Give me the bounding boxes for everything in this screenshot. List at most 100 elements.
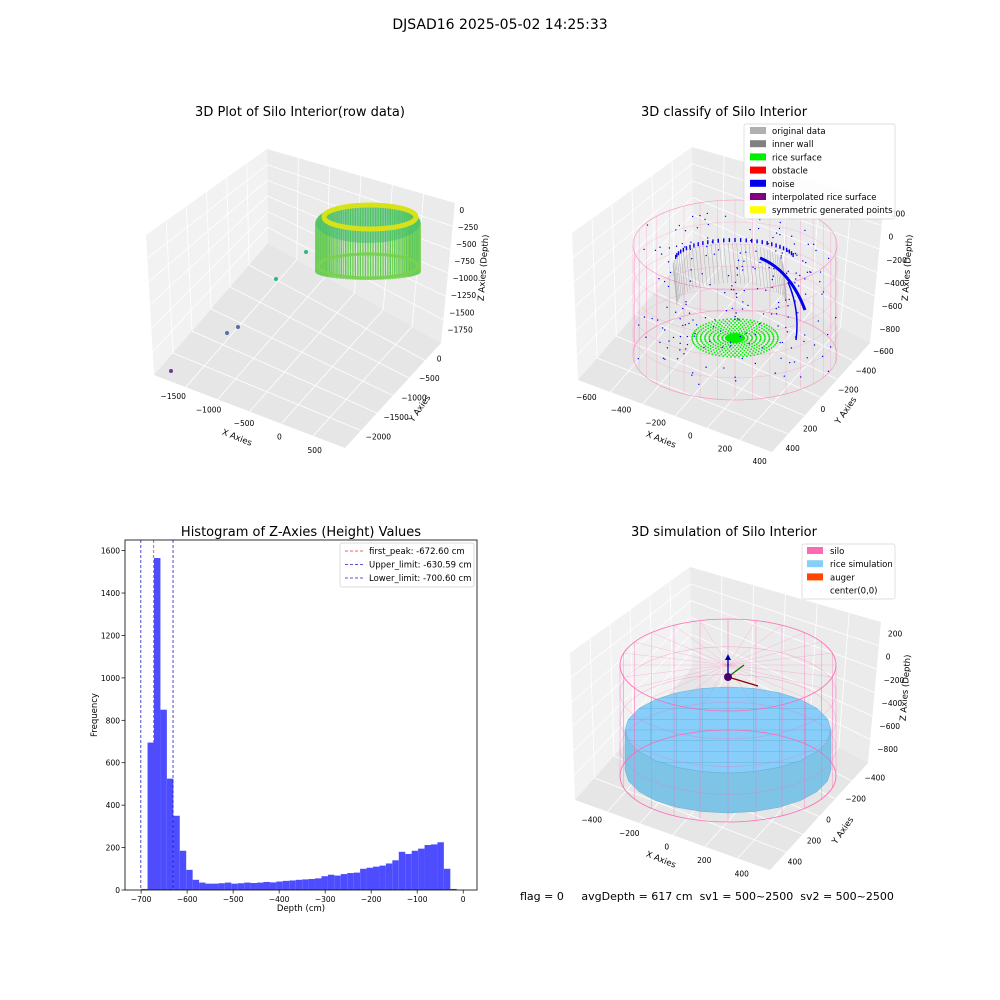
histogram-bar — [418, 848, 425, 890]
raw-outlier-point — [274, 277, 278, 281]
raw-z-tick-label: −1250 — [451, 291, 477, 300]
classify-rice-point — [719, 323, 721, 326]
classify-noise-point — [787, 270, 790, 273]
classify-wall-line — [760, 247, 765, 288]
simulation-legend-label: silo — [830, 547, 844, 557]
classify-rice-point — [745, 355, 748, 358]
classify-rice-point — [722, 318, 725, 321]
raw-y-tick-label: 0 — [437, 355, 442, 364]
classify-rice-point — [704, 333, 707, 336]
classify-noise-point — [793, 243, 796, 245]
classify-rice-point — [741, 348, 744, 350]
classify-rice-point — [713, 351, 716, 354]
classify-noise-point — [775, 307, 777, 310]
classify-noise-point — [682, 307, 684, 310]
classify-noise-point — [706, 237, 709, 239]
histogram-x-tick-label: −500 — [223, 895, 244, 904]
classify-rice-point — [751, 321, 753, 324]
classify-rice-point — [707, 324, 710, 327]
classify-wall-line — [782, 263, 788, 304]
simulation-silo-roof — [651, 632, 729, 666]
classify-rice-point — [772, 338, 775, 341]
classify-noise-point — [736, 268, 739, 270]
classify-rice-point — [704, 325, 707, 328]
classify-wall-line — [774, 253, 780, 294]
simulation-z-tick-label: 200 — [888, 630, 903, 639]
classify-z-tick-label: −600 — [882, 302, 903, 311]
classify-rice-point — [755, 343, 758, 346]
classify-rice-point — [730, 318, 732, 320]
classify-rice-point — [730, 356, 732, 358]
classify-noise-point — [684, 348, 687, 350]
classify-rice-point — [696, 333, 698, 336]
classify-noise-point — [780, 357, 782, 359]
classify-rice-point — [712, 346, 714, 349]
classify-rice-point — [704, 338, 707, 341]
classify-noise-point — [787, 316, 789, 318]
classify-rice-point — [700, 328, 703, 331]
classify-wall-line — [780, 258, 785, 299]
classify-wall-line — [672, 264, 678, 306]
classify-rice-point — [724, 343, 727, 346]
classify-rice-point — [743, 340, 746, 343]
classify-noise-point — [664, 358, 666, 360]
classify-noise-point — [774, 372, 776, 374]
classify-noise-point — [741, 308, 744, 310]
classify-rice-point — [697, 342, 699, 345]
classify-rice-point — [763, 340, 766, 343]
classify-rice-point — [743, 324, 746, 327]
classify-noise-point — [790, 235, 793, 237]
raw-outlier-point — [236, 325, 240, 329]
classify-rice-point — [753, 329, 756, 332]
classify-rice-point — [728, 354, 731, 356]
classify-rice-point — [776, 340, 779, 343]
histogram-x-tick-label: −600 — [177, 895, 198, 904]
classify-rice-point — [765, 343, 767, 346]
classify-rice-point — [741, 351, 744, 354]
classify-wall-line — [748, 244, 754, 285]
classify-noise-point — [819, 271, 822, 273]
classify-x-tick-label: −200 — [645, 419, 666, 428]
classify-noise-point — [651, 317, 653, 320]
classify-noise-point — [679, 318, 681, 320]
classify-y-tick-label: −200 — [838, 386, 859, 395]
classify-x-tick-label: −400 — [611, 406, 632, 415]
histogram-legend-label: Upper_limit: -630.59 cm — [369, 561, 472, 571]
classify-rice-point — [724, 333, 727, 336]
classify-rice-point — [758, 329, 761, 332]
classify-noise-point — [694, 332, 696, 335]
classify-noise-point — [690, 241, 692, 243]
histogram-bar — [250, 883, 258, 890]
classify-noise-point — [787, 250, 789, 252]
raw-x-tick-label: 0 — [277, 433, 282, 442]
classify-z-tick-label: −800 — [879, 325, 900, 334]
classify-noise-point — [826, 333, 829, 336]
classify-rice-point — [699, 348, 702, 351]
classify-rice-point — [758, 344, 761, 347]
histogram-bar — [205, 883, 212, 890]
classify-rice-point — [735, 323, 738, 326]
classify-noise-point — [781, 341, 784, 344]
classify-rice-point — [719, 332, 722, 335]
classify-rice-point — [763, 348, 766, 351]
classify-legend-box — [743, 123, 896, 220]
classify-rice-point — [709, 347, 712, 350]
simulation-silo-roof — [727, 632, 805, 666]
classify-rice-point — [710, 350, 713, 353]
classify-rice-point — [775, 342, 778, 345]
classify-rice-point — [740, 344, 743, 346]
classify-rice-point — [756, 346, 758, 349]
classify-rice-point — [750, 338, 753, 341]
classify-noise-point — [654, 249, 657, 252]
classify-rice-point — [765, 327, 768, 330]
classify-rice-point — [697, 327, 700, 329]
classify-rice-point — [756, 320, 759, 323]
histogram-panel: Histogram of Z-Axies (Height) Values −700… — [90, 525, 478, 914]
classify-rice-point — [724, 353, 727, 356]
classify-rice-point — [734, 329, 736, 332]
classify-rice-point — [700, 345, 703, 348]
classify-rice-point — [709, 326, 712, 329]
simulation-silo-roof — [673, 664, 729, 705]
simulation-y-axis-label: Y Axies — [830, 815, 857, 847]
classify-noise-point — [693, 335, 696, 337]
